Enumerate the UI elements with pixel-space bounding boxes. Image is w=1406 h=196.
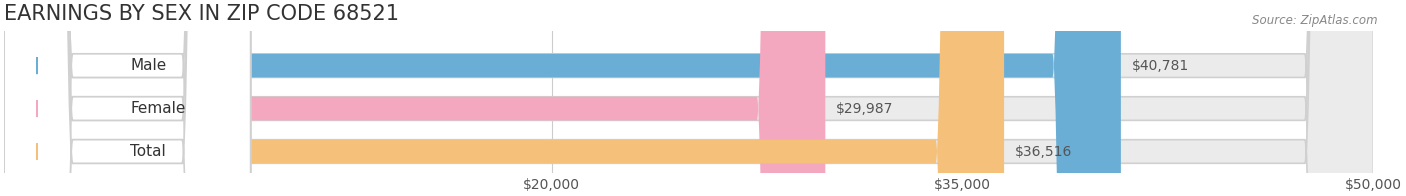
FancyBboxPatch shape bbox=[4, 0, 1374, 196]
Text: Female: Female bbox=[131, 101, 186, 116]
FancyBboxPatch shape bbox=[4, 0, 250, 196]
FancyBboxPatch shape bbox=[4, 0, 1374, 196]
FancyBboxPatch shape bbox=[4, 0, 250, 196]
FancyBboxPatch shape bbox=[4, 0, 1004, 196]
Text: Male: Male bbox=[131, 58, 166, 73]
Text: $29,987: $29,987 bbox=[837, 102, 894, 116]
Text: EARNINGS BY SEX IN ZIP CODE 68521: EARNINGS BY SEX IN ZIP CODE 68521 bbox=[4, 4, 399, 24]
FancyBboxPatch shape bbox=[4, 0, 1374, 196]
Text: $40,781: $40,781 bbox=[1132, 59, 1189, 73]
FancyBboxPatch shape bbox=[4, 0, 250, 196]
Text: $36,516: $36,516 bbox=[1015, 144, 1073, 159]
FancyBboxPatch shape bbox=[4, 0, 825, 196]
FancyBboxPatch shape bbox=[4, 0, 1121, 196]
Text: Total: Total bbox=[131, 144, 166, 159]
Text: Source: ZipAtlas.com: Source: ZipAtlas.com bbox=[1253, 14, 1378, 27]
